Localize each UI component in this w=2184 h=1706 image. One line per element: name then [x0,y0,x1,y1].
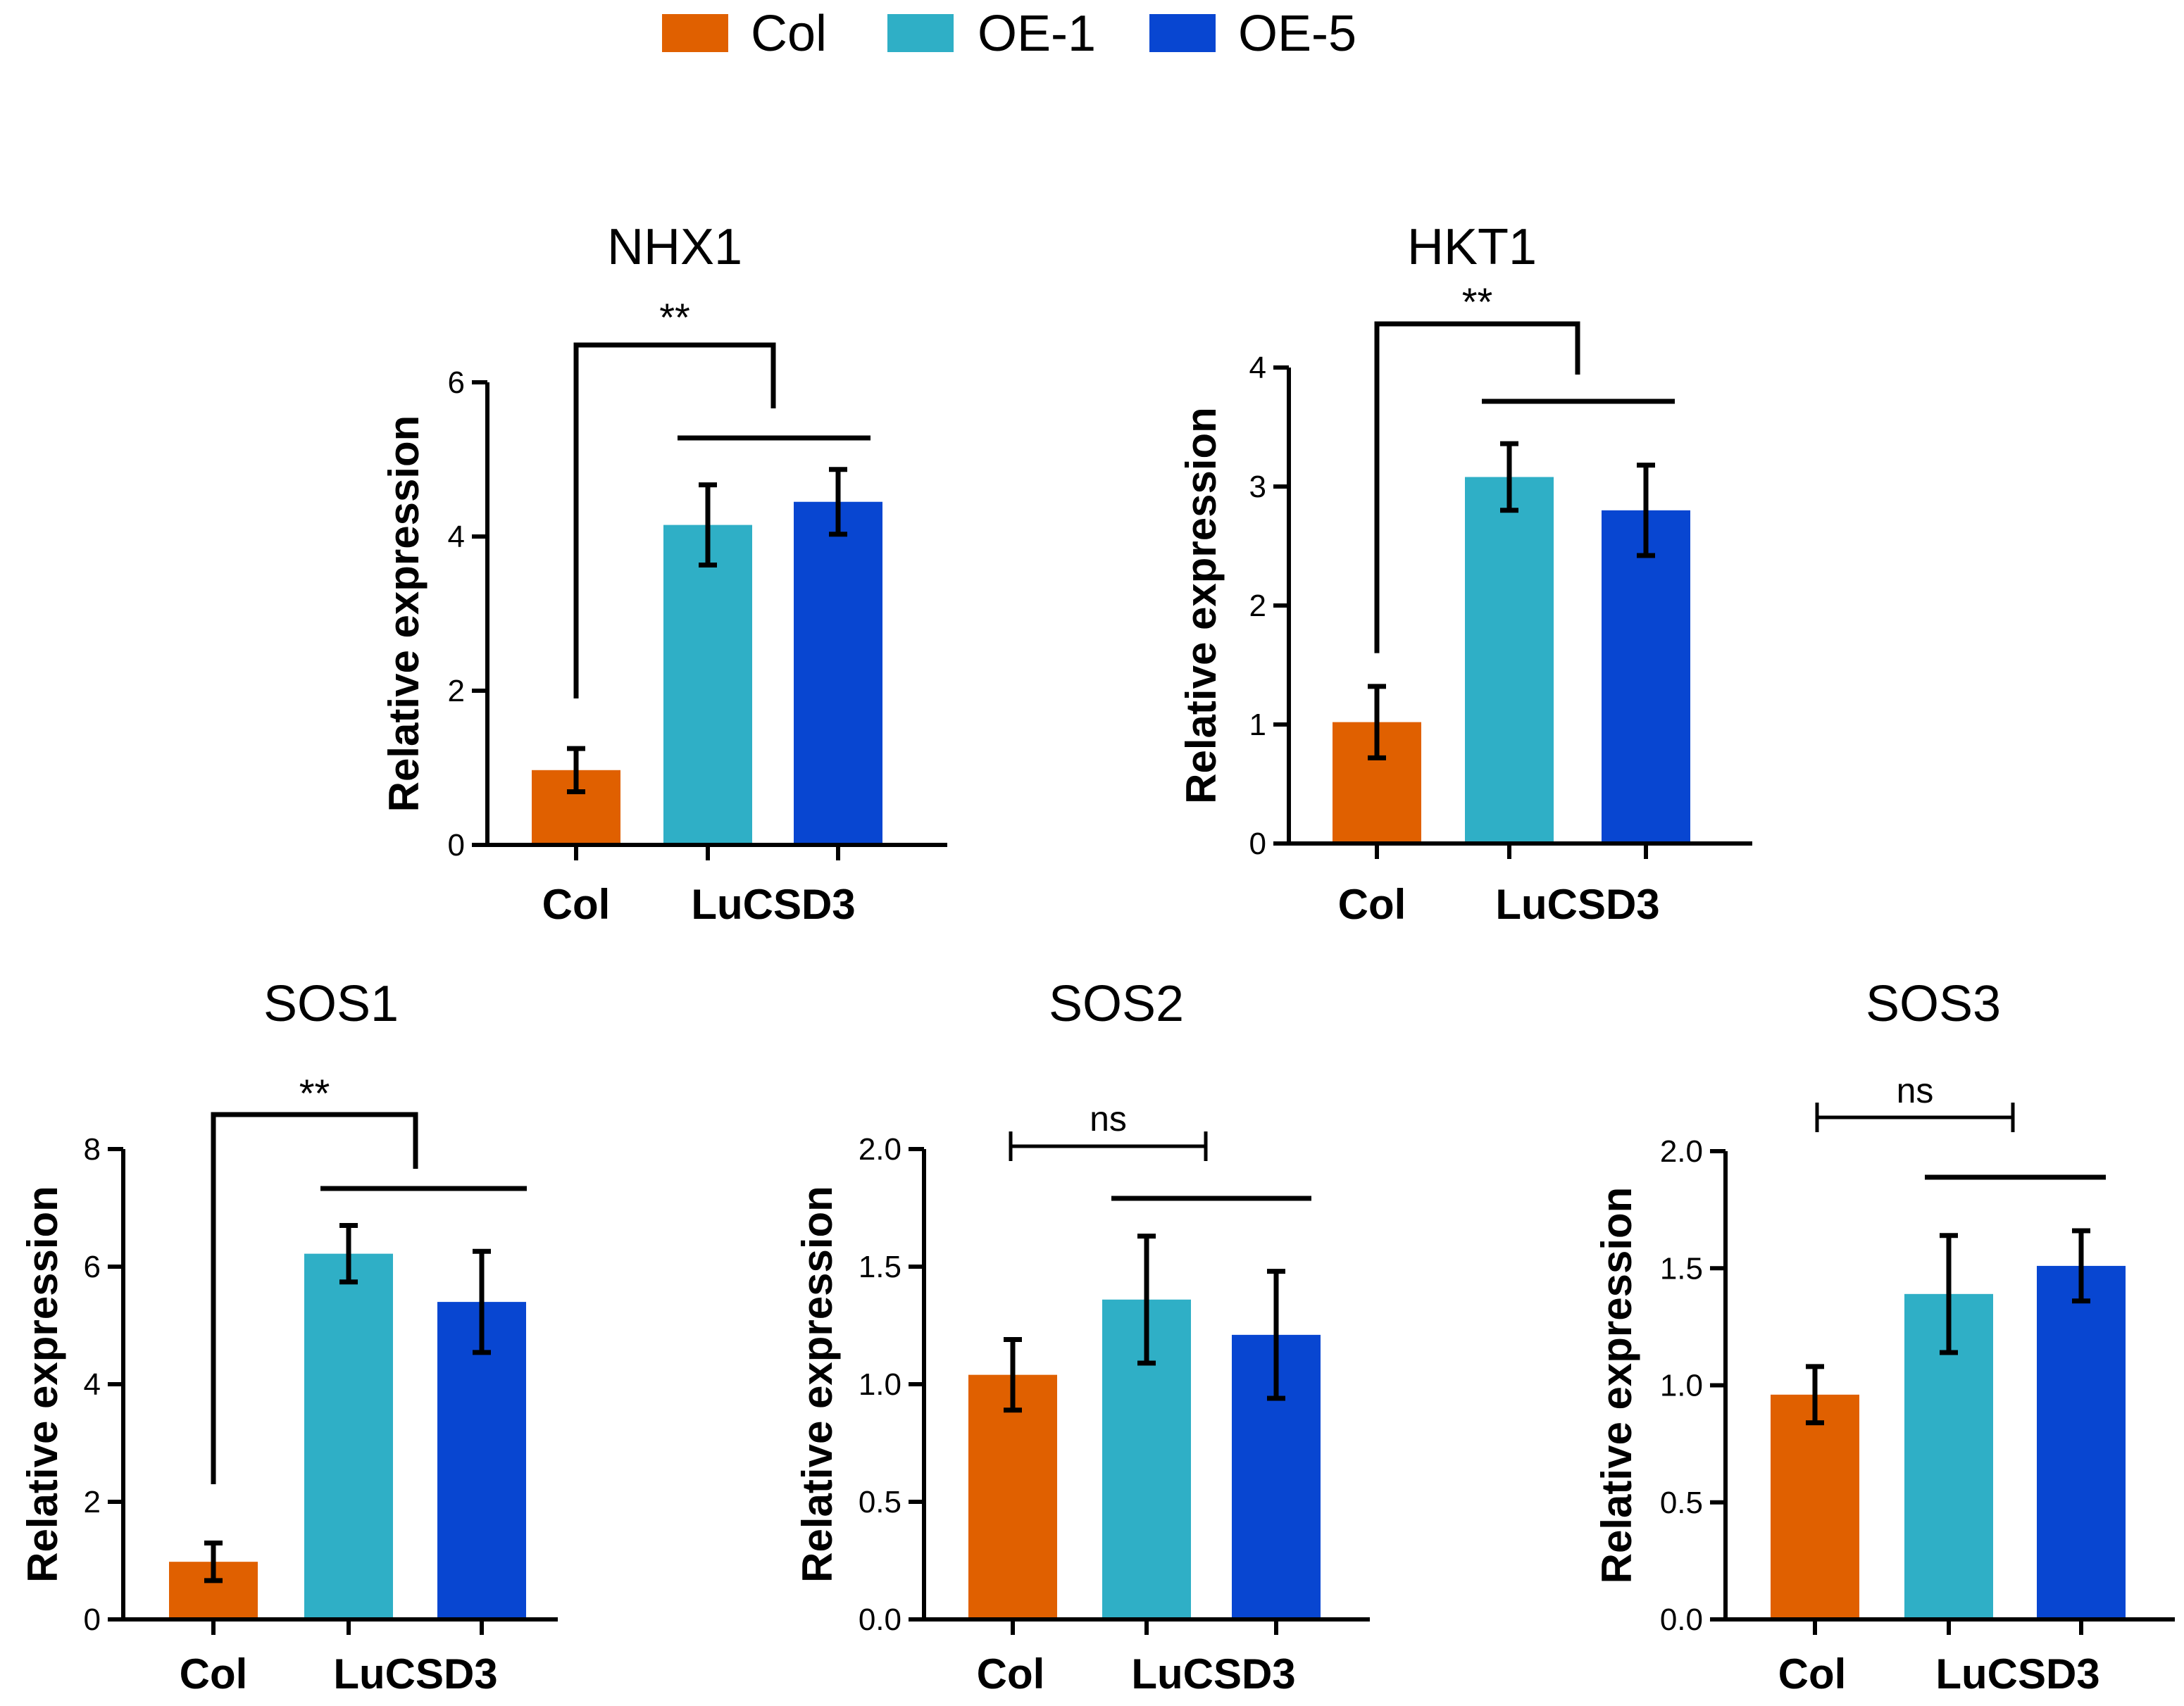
significance-bracket [211,1112,418,1484]
chart-hkt1: HKT1 Relative expression 0 1 2 3 4 Col LuCSD3 ** [1178,219,1752,928]
legend: Col OE-1 OE-5 [662,6,1356,62]
bar-col [968,1374,1057,1619]
chart-title: SOS1 [263,976,399,1032]
bar-oe-5 [1602,510,1690,843]
x-category-label: Col [1338,881,1406,928]
x-category-label: Col [180,1650,248,1698]
chart-sos2: SOS2 Relative expression 0.0 0.5 1.0 1.5 2.0 Co… [794,976,1370,1698]
bar-oe-1 [304,1253,393,1619]
x-category-label: LuCSD3 [1131,1650,1295,1698]
y-tick-label: 8 [84,1132,101,1167]
legend-label-col: Col [751,6,827,62]
y-tick-label: 0.0 [859,1602,901,1637]
legend-swatch-oe1 [887,14,954,52]
x-category-label: LuCSD3 [1495,881,1659,928]
y-tick-label: 0.0 [1660,1602,1703,1637]
legend-swatch-col [662,14,728,52]
x-category-label: Col [1778,1650,1847,1698]
significance-bracket [573,342,776,698]
chart-title: SOS2 [1049,976,1184,1032]
y-tick-label: 6 [84,1250,101,1284]
chart-title: SOS3 [1866,976,2001,1032]
chart-sos1: SOS1 Relative expression 0 2 4 6 8 Col LuCSD3 ** [19,976,558,1698]
bar-oe-1 [1465,477,1554,843]
y-axis-label: Relative expression [19,1186,66,1583]
chart-title: HKT1 [1407,219,1537,275]
x-category-label: Col [977,1650,1045,1698]
y-tick-label: 4 [448,520,465,554]
y-tick-label: 2.0 [1660,1134,1703,1169]
bar-oe-1 [663,525,752,845]
y-axis-label: Relative expression [1178,407,1225,804]
y-tick-label: 2 [1249,589,1266,623]
chart-title: NHX1 [607,219,742,275]
y-tick-label: 1.5 [1660,1251,1703,1286]
significance-bracket [1374,321,1580,653]
chart-nhx1: NHX1 Relative expression 0 2 4 6 Col LuCSD3 ** [380,219,947,928]
legend-swatch-oe5 [1149,14,1216,52]
y-tick-label: 1.0 [1660,1369,1703,1403]
y-tick-label: 3 [1249,470,1266,504]
significance-label: ** [299,1071,330,1115]
significance-label: ns [1090,1099,1127,1139]
y-tick-label: 6 [448,365,465,400]
bar-oe-5 [2037,1265,2126,1619]
y-tick-label: 0 [448,828,465,863]
y-tick-label: 0.5 [859,1485,901,1519]
significance-label: ** [1462,280,1493,324]
y-tick-label: 2 [448,674,465,708]
y-tick-label: 0.5 [1660,1486,1703,1520]
significance-label: ** [659,295,690,339]
x-category-label: LuCSD3 [333,1650,497,1698]
y-tick-label: 1.0 [859,1367,901,1402]
significance-label: ns [1897,1071,1934,1110]
x-category-label: Col [542,881,611,928]
y-axis-label: Relative expression [380,415,428,813]
y-tick-label: 2 [84,1485,101,1519]
x-category-label: LuCSD3 [1935,1650,2099,1698]
legend-label-oe1: OE-1 [978,6,1096,62]
y-tick-label: 1 [1249,708,1266,742]
x-category-label: LuCSD3 [691,881,855,928]
y-axis-label: Relative expression [794,1186,841,1583]
bar-oe-5 [794,501,882,845]
y-tick-label: 0 [1249,827,1266,861]
legend-label-oe5: OE-5 [1238,6,1356,62]
y-tick-label: 1.5 [859,1250,901,1284]
y-tick-label: 2.0 [859,1132,901,1167]
bar-col [1771,1394,1859,1619]
y-tick-label: 0 [84,1602,101,1637]
y-tick-label: 4 [84,1367,101,1402]
chart-sos3: SOS3 Relative expression 0.0 0.5 1.0 1.5 2.0 Co… [1593,976,2175,1698]
y-axis-label: Relative expression [1593,1187,1640,1584]
y-tick-label: 4 [1249,351,1266,385]
